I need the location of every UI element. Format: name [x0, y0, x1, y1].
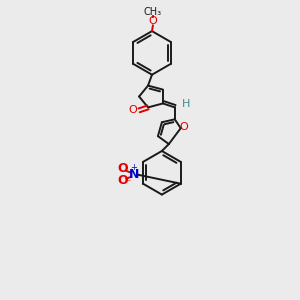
- Text: O: O: [148, 16, 157, 26]
- Text: CH₃: CH₃: [144, 7, 162, 17]
- Text: H: H: [182, 99, 190, 110]
- Text: +: +: [130, 163, 136, 172]
- Text: ⁻: ⁻: [126, 179, 131, 189]
- Text: N: N: [129, 168, 139, 181]
- Text: O: O: [117, 174, 128, 187]
- Text: O: O: [129, 105, 137, 116]
- Text: O: O: [117, 162, 128, 175]
- Text: O: O: [179, 122, 188, 132]
